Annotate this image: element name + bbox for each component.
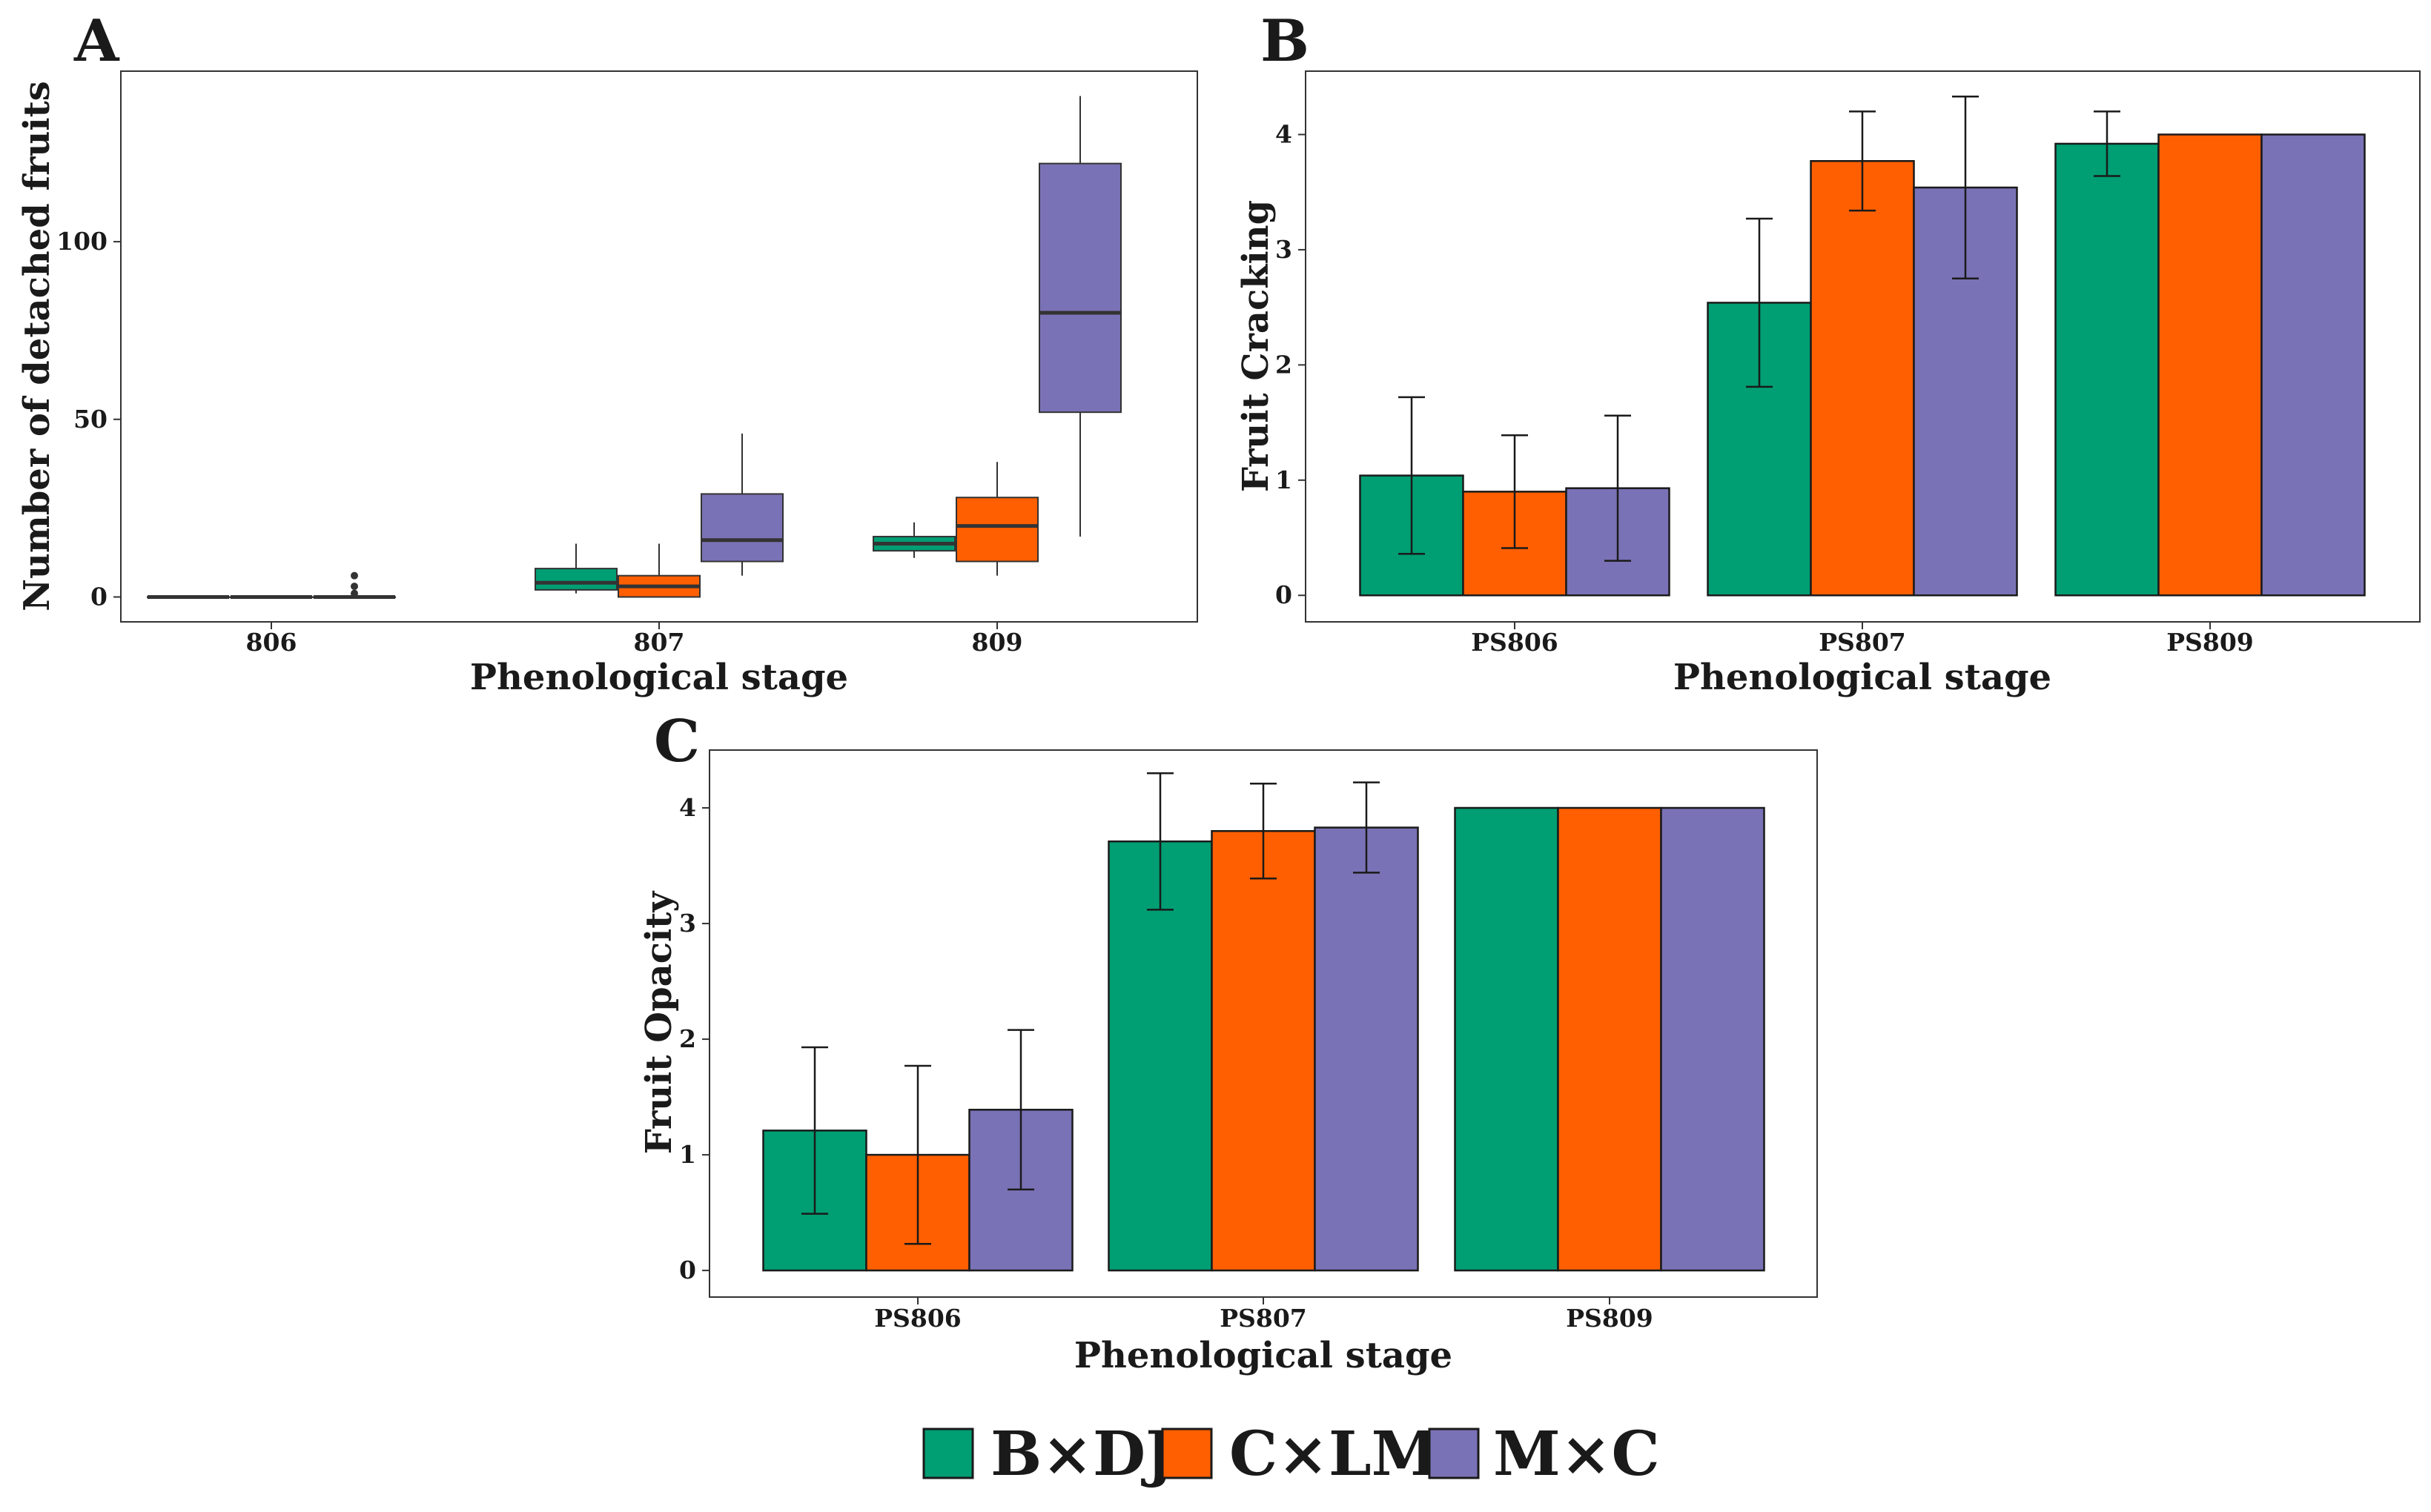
bar-cxlm-ps807 xyxy=(1211,829,1316,1272)
box-cxlm-809 xyxy=(956,497,1039,563)
legend: B×DJ C×LM M×C xyxy=(922,1419,1660,1490)
y-axis-title-c: Fruit Opacity xyxy=(638,890,680,1155)
x-axis-title-b: Phenological stage xyxy=(1673,657,2051,698)
x-ticks-a: 806 807 809 xyxy=(246,622,1023,657)
box-outlier-mxc-806 xyxy=(351,571,358,580)
legend-label-mxc: M×C xyxy=(1493,1419,1660,1490)
legend-label-cxlm: C×LM xyxy=(1229,1419,1438,1490)
bar-cxlm-ps807 xyxy=(1810,159,1915,597)
bar-mxc-ps809 xyxy=(2260,133,2366,597)
x-axis-title-a: Phenological stage xyxy=(470,657,848,698)
panel-c: C 0 1 2 3 4 PS806 PS807 PS809 Phenological sta… xyxy=(638,708,1818,1376)
y-tick-label-a: 0 xyxy=(90,582,108,611)
box-mxc-809 xyxy=(1039,162,1122,414)
legend-label-bxdj: B×DJ xyxy=(990,1419,1174,1490)
y-tick-label-b: 0 xyxy=(1275,580,1292,609)
legend-swatch-bxdj xyxy=(922,1428,974,1479)
y-axis-title-a: Number of detached fruits xyxy=(16,81,58,611)
x-tick-label-c: PS807 xyxy=(1220,1304,1307,1333)
y-tick-label-c: 4 xyxy=(679,793,696,822)
y-ticks-a: 0 50 100 xyxy=(56,227,121,611)
x-axis-title-c: Phenological stage xyxy=(1074,1335,1452,1376)
x-tick-label-c: PS809 xyxy=(1566,1304,1653,1333)
y-tick-label-c: 3 xyxy=(679,909,696,938)
y-tick-label-b: 4 xyxy=(1275,119,1292,148)
x-tick-label-b: PS806 xyxy=(1471,628,1558,657)
legend-swatch-cxlm xyxy=(1161,1428,1213,1479)
y-tick-label-c: 0 xyxy=(679,1256,696,1284)
bar-bxdj-ps809 xyxy=(2054,142,2160,597)
x-ticks-c: PS806 PS807 PS809 xyxy=(874,1297,1653,1333)
y-tick-label-a: 100 xyxy=(56,227,108,256)
marks-c xyxy=(762,772,1765,1272)
x-tick-label-b: PS807 xyxy=(1819,628,1906,657)
panel-b: B 0 1 2 3 4 PS806 PS807 PS809 Phenological sta… xyxy=(1235,7,2421,698)
y-tick-label-a: 50 xyxy=(73,405,108,434)
y-tick-label-b: 3 xyxy=(1275,235,1292,264)
y-tick-label-c: 1 xyxy=(679,1140,696,1169)
y-axis-title-b: Fruit Cracking xyxy=(1235,200,1277,492)
bar-cxlm-ps809 xyxy=(1557,806,1662,1272)
x-ticks-b: PS806 PS807 PS809 xyxy=(1471,622,2254,657)
legend-swatch-mxc xyxy=(1428,1428,1480,1479)
marks-b xyxy=(1359,95,2366,597)
x-tick-label-a: 806 xyxy=(246,628,297,657)
x-tick-label-b: PS809 xyxy=(2166,628,2254,657)
bar-cxlm-ps809 xyxy=(2157,133,2263,597)
bar-mxc-ps809 xyxy=(1660,806,1765,1272)
panel-letter-c: C xyxy=(654,708,700,775)
y-tick-label-b: 1 xyxy=(1275,465,1292,494)
bar-bxdj-ps807 xyxy=(1108,840,1213,1272)
box-outlier-mxc-806 xyxy=(351,583,358,591)
x-tick-label-c: PS806 xyxy=(874,1304,962,1333)
panel-letter-b: B xyxy=(1260,7,1309,75)
bar-mxc-ps807 xyxy=(1314,826,1419,1272)
box-outlier-mxc-806 xyxy=(351,589,358,597)
y-ticks-b: 0 1 2 3 4 xyxy=(1275,119,1306,609)
panel-a: A 0 50 100 806 807 809 Phenological stage Nu… xyxy=(16,7,1198,698)
y-ticks-c: 0 1 2 3 4 xyxy=(679,793,710,1284)
panel-letter-a: A xyxy=(73,7,120,75)
y-tick-label-c: 2 xyxy=(679,1024,696,1053)
x-tick-label-a: 809 xyxy=(972,628,1023,657)
box-mxc-807 xyxy=(701,493,784,563)
marks-a xyxy=(147,96,1122,599)
box-bxdj-807 xyxy=(535,568,618,591)
y-tick-label-b: 2 xyxy=(1275,350,1292,379)
bar-bxdj-ps809 xyxy=(1454,806,1559,1272)
x-tick-label-a: 807 xyxy=(634,628,685,657)
